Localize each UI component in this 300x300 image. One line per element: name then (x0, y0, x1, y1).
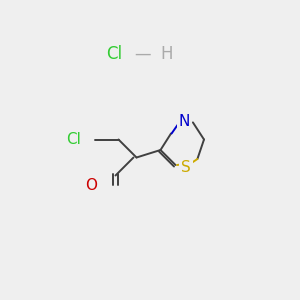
Text: Cl: Cl (106, 45, 122, 63)
Text: S: S (181, 160, 191, 175)
Text: H: H (160, 45, 173, 63)
Text: N: N (179, 114, 190, 129)
Text: Cl: Cl (66, 132, 81, 147)
Text: O: O (85, 178, 98, 194)
Text: —: — (134, 44, 151, 62)
